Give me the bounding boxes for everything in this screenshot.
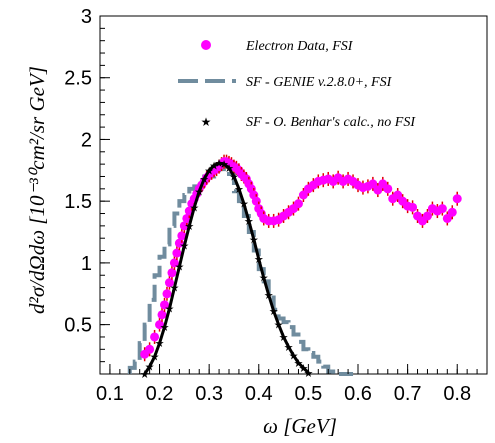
data-point <box>408 202 418 212</box>
benhar-star: ★ <box>140 368 150 381</box>
data-point <box>164 278 174 288</box>
benhar-star: ★ <box>214 157 224 170</box>
benhar-star: ★ <box>279 331 289 344</box>
legend-label-benhar: SF - O. Benhar's calc., no FSI <box>246 115 416 130</box>
data-point <box>383 184 393 194</box>
data-point <box>293 199 303 209</box>
data-point <box>145 344 155 354</box>
y-tick-label: 2.5 <box>64 68 92 90</box>
data-point <box>177 231 187 241</box>
benhar-star: ★ <box>189 201 199 214</box>
benhar-star: ★ <box>284 341 294 354</box>
benhar-star: ★ <box>155 337 165 350</box>
benhar-star: ★ <box>249 233 259 246</box>
legend-marker-benhar: ★ <box>201 115 212 129</box>
benhar-series: ★★★★★★★★★★★★★★★★★★★★★★★★★★★★★★★★★★ <box>140 157 314 381</box>
data-point <box>167 268 177 278</box>
plot-frame <box>99 15 488 375</box>
legend-label-electron-data: Electron Data, FSI <box>245 39 354 54</box>
benhar-star: ★ <box>274 319 284 332</box>
data-point <box>162 289 172 299</box>
x-tick-label: 0.6 <box>344 383 372 405</box>
data-point <box>157 310 167 320</box>
data-point <box>442 213 452 223</box>
benhar-star: ★ <box>194 185 204 198</box>
benhar-star: ★ <box>150 351 160 364</box>
data-point <box>368 179 378 189</box>
x-tick-label: 0.1 <box>96 383 124 405</box>
benhar-star: ★ <box>264 289 274 302</box>
benhar-star: ★ <box>229 170 239 183</box>
benhar-star: ★ <box>165 303 175 316</box>
data-point <box>437 204 447 214</box>
benhar-star: ★ <box>145 361 155 374</box>
y-tick-label: 1 <box>81 253 92 275</box>
benhar-star: ★ <box>204 164 214 177</box>
data-point <box>373 185 383 195</box>
data-point <box>172 248 182 258</box>
x-tick-label: 0.5 <box>294 383 322 405</box>
y-tick-label: 1.5 <box>64 191 92 213</box>
benhar-star: ★ <box>254 253 264 266</box>
benhar-star: ★ <box>289 349 299 362</box>
data-point <box>169 258 179 268</box>
benhar-star: ★ <box>199 173 209 186</box>
y-axis-title: d²σ/dΩdω [10⁻³⁰cm²/sr GeV] <box>25 66 49 314</box>
benhar-star: ★ <box>294 357 304 370</box>
benhar-star: ★ <box>298 362 308 375</box>
y-tick-label: 0.5 <box>64 315 92 337</box>
benhar-star: ★ <box>169 282 179 295</box>
legend-marker-electron-data <box>201 40 211 50</box>
data-point <box>298 190 308 200</box>
plot-area: ★★★★★★★★★★★★★★★★★★★★★★★★★★★★★★★★★★ 0.1 0.… <box>64 6 488 405</box>
x-tick-label: 0.8 <box>443 383 471 405</box>
axes: 0.1 0.2 0.3 0.4 0.5 0.6 0.7 0.8 0.5 1 1.5 2 2.5 3 <box>64 6 478 405</box>
data-point <box>422 211 432 221</box>
x-tick-label: 0.4 <box>245 383 273 405</box>
benhar-star: ★ <box>209 159 219 172</box>
benhar-star: ★ <box>184 220 194 233</box>
data-point <box>393 190 403 200</box>
benhar-star: ★ <box>244 215 254 228</box>
legend: Electron Data, FSI SF - GENIE v.2.8.0+, … <box>178 39 416 130</box>
y-tick-label: 3 <box>81 6 92 28</box>
y-tick-label: 2 <box>81 129 92 151</box>
data-point <box>160 300 169 310</box>
benhar-star: ★ <box>259 272 269 285</box>
benhar-curve <box>143 161 310 375</box>
benhar-star: ★ <box>239 198 249 211</box>
data-point <box>447 207 457 217</box>
x-tick-label: 0.3 <box>195 383 223 405</box>
data-point <box>150 332 160 342</box>
benhar-star: ★ <box>160 321 170 334</box>
benhar-star: ★ <box>269 305 279 318</box>
benhar-star: ★ <box>219 158 229 171</box>
electron-data-series <box>140 154 462 362</box>
x-axis-title: ω [GeV] <box>263 414 337 438</box>
benhar-star: ★ <box>179 240 189 253</box>
benhar-star: ★ <box>174 261 184 274</box>
x-tick-label: 0.7 <box>394 383 422 405</box>
data-point <box>155 320 165 330</box>
benhar-star: ★ <box>234 183 244 196</box>
data-point <box>452 194 462 204</box>
x-tick-label: 0.2 <box>146 383 174 405</box>
legend-label-genie: SF - GENIE v.2.8.0+, FSI <box>246 75 393 90</box>
benhar-star: ★ <box>224 162 234 175</box>
